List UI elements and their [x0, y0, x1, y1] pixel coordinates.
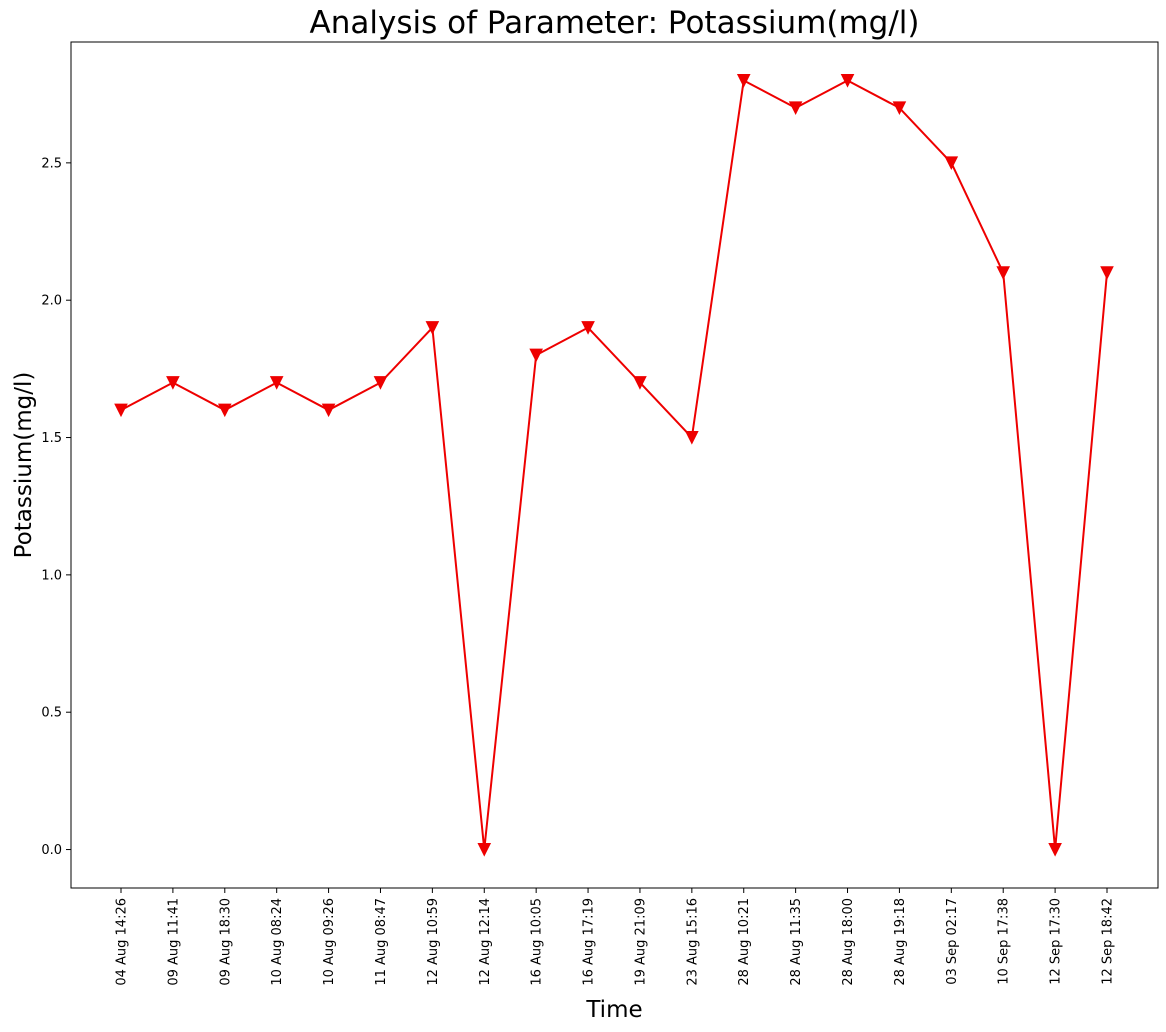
x-axis-label: Time [585, 997, 642, 1023]
data-point-marker [944, 156, 959, 170]
data-point-marker [425, 321, 440, 335]
y-axis-label: Potassium(mg/l) [11, 372, 37, 559]
data-point-marker [685, 431, 699, 445]
y-tick-label: 0.0 [41, 843, 62, 858]
data-point-marker [166, 376, 180, 390]
series-potassium [114, 73, 1114, 857]
y-tick-label: 0.5 [41, 706, 62, 721]
y-axis: 0.0 0.5 1.0 1.5 2.0 2.5 [41, 156, 71, 858]
x-tick-label: 11 Aug 08:47 [374, 898, 389, 986]
x-tick-label: 28 Aug 11:35 [789, 898, 804, 986]
x-tick-label: 28 Aug 19:18 [893, 898, 908, 986]
x-tick-label: 12 Sep 17:30 [1049, 898, 1064, 985]
data-point-marker [477, 843, 492, 857]
chart-title: Analysis of Parameter: Potassium(mg/l) [310, 5, 920, 41]
data-point-marker [114, 403, 128, 418]
data-point-marker [321, 403, 336, 418]
x-tick-label: 16 Aug 10:05 [530, 898, 545, 986]
data-point-marker [840, 73, 855, 88]
x-tick-label: 16 Aug 17:19 [582, 898, 597, 986]
plot-area-frame [70, 41, 1159, 889]
x-tick-label: 12 Aug 12:14 [478, 898, 493, 986]
data-point-marker [373, 376, 388, 390]
x-tick-label: 12 Sep 18:42 [1101, 898, 1116, 985]
data-point-marker [1048, 843, 1062, 857]
x-tick-label: 23 Aug 15:16 [685, 898, 700, 986]
x-tick-label: 28 Aug 18:00 [841, 898, 856, 986]
x-tick-label: 10 Aug 09:26 [322, 898, 337, 986]
data-point-marker [736, 73, 751, 88]
data-point-marker [996, 266, 1011, 280]
data-point-marker [269, 376, 284, 390]
data-point-marker [1100, 266, 1114, 280]
x-tick-label: 09 Aug 11:41 [166, 898, 181, 986]
y-tick-label: 2.0 [41, 294, 62, 309]
y-tick-label: 1.0 [41, 568, 62, 583]
x-axis: 04 Aug 14:26 09 Aug 11:41 09 Aug 18:30 10 A… [115, 888, 1116, 986]
data-point-marker [529, 348, 543, 363]
x-tick-label: 12 Aug 10:59 [426, 898, 441, 986]
x-tick-label: 28 Aug 10:21 [737, 898, 752, 986]
x-tick-label: 09 Aug 18:30 [218, 898, 233, 986]
x-tick-label: 03 Sep 02:17 [945, 898, 960, 985]
x-tick-label: 10 Sep 17:38 [997, 898, 1012, 985]
data-point-marker [633, 376, 647, 390]
x-tick-label: 04 Aug 14:26 [115, 898, 130, 986]
series-line [120, 79, 1108, 851]
x-tick-label: 10 Aug 08:24 [270, 898, 285, 986]
x-tick-label: 19 Aug 21:09 [633, 898, 648, 986]
data-point-marker [217, 403, 232, 418]
data-point-marker [788, 101, 803, 116]
data-point-marker [892, 101, 907, 116]
data-point-marker [581, 321, 595, 335]
y-tick-label: 1.5 [41, 431, 62, 446]
y-tick-label: 2.5 [41, 156, 62, 171]
